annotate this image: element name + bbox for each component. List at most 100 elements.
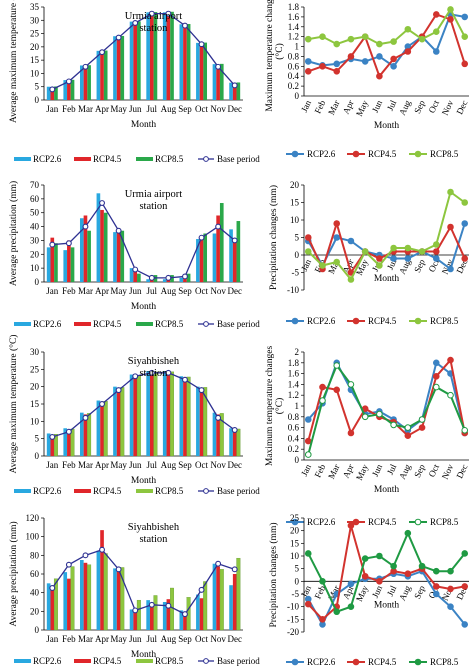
x-tick-label: Jul bbox=[385, 462, 399, 476]
legend-marker-rcp45 bbox=[352, 150, 360, 158]
x-tick-label: Sep bbox=[412, 257, 427, 274]
point-rcp85-jan bbox=[304, 35, 312, 43]
point-rcp45-feb bbox=[319, 63, 326, 70]
y-tick-label: 5 bbox=[35, 434, 40, 444]
y-tick-label: 10 bbox=[30, 416, 40, 426]
bar-rcp26-may bbox=[113, 36, 117, 100]
bar-rcp26-apr bbox=[96, 550, 101, 630]
base-period-point-apr bbox=[99, 546, 105, 553]
point-rcp26-dec bbox=[461, 621, 469, 628]
x-tick-label: Oct bbox=[195, 286, 208, 296]
x-axis-label: Month bbox=[131, 120, 157, 130]
base-period-point-mar bbox=[82, 63, 89, 70]
base-period-line bbox=[52, 12, 236, 90]
base-period-point-mar bbox=[82, 414, 89, 421]
bar-rcp85-dec bbox=[236, 82, 241, 100]
point-rcp85-aug bbox=[404, 25, 412, 33]
bar-rcp26-jul bbox=[146, 600, 150, 630]
base-period-point-jul bbox=[148, 601, 155, 608]
point-rcp45-jun bbox=[376, 255, 383, 262]
legend: RCP2.6 RCP4.5 RCP8.5 Base period bbox=[14, 154, 260, 164]
x-tick-label: Feb bbox=[62, 634, 76, 644]
point-rcp45-jan bbox=[304, 234, 312, 241]
point-rcp45-nov bbox=[447, 585, 454, 593]
point-rcp85-apr bbox=[347, 276, 355, 283]
bar-rcp85-sep bbox=[186, 24, 191, 100]
point-rcp85-feb bbox=[319, 33, 326, 40]
bar-rcp45-jun bbox=[133, 376, 138, 456]
bar-rcp85-aug bbox=[170, 587, 174, 631]
base-period-point-sep bbox=[182, 611, 188, 618]
bar-rcp26-mar bbox=[79, 218, 84, 282]
legend-swatch-rcp85 bbox=[136, 659, 153, 663]
legend-marker-rcp26 bbox=[291, 317, 299, 325]
point-rcp85-may bbox=[361, 33, 369, 40]
y-axis-label: Average precipitation (mm) bbox=[8, 181, 19, 286]
legend-label: Base period bbox=[217, 486, 260, 496]
x-tick-label: Sep bbox=[178, 634, 192, 644]
chart-title: Urmia airport bbox=[125, 11, 183, 22]
bar-rcp45-feb bbox=[67, 80, 71, 100]
point-rcp85-jul bbox=[390, 562, 397, 570]
x-tick-label: Jun bbox=[129, 104, 142, 114]
x-tick-label: May bbox=[354, 98, 370, 118]
legend-marker-rcp45 bbox=[352, 518, 360, 526]
x-tick-label: Jan bbox=[299, 98, 313, 114]
point-rcp26-jan bbox=[304, 58, 312, 65]
legend-label: RCP2.6 bbox=[307, 316, 336, 326]
x-tick-label: Dec bbox=[454, 99, 469, 116]
y-tick-label: 60 bbox=[30, 194, 40, 204]
point-rcp85-oct bbox=[432, 241, 440, 248]
base-period-point-feb bbox=[65, 78, 72, 85]
bar-rcp26-apr bbox=[96, 50, 101, 100]
x-tick-label: Apr bbox=[95, 104, 109, 114]
bar-rcp45-may bbox=[116, 388, 121, 456]
bar-rcp85-jan bbox=[53, 578, 58, 631]
bar-rcp26-sep bbox=[179, 277, 184, 282]
bar-rcp45-oct bbox=[199, 388, 204, 456]
point-rcp26-nov bbox=[447, 265, 454, 273]
y-tick-label: 5 bbox=[295, 233, 300, 243]
bar-rcp45-jul bbox=[149, 12, 154, 100]
legend-label: RCP2.6 bbox=[307, 657, 336, 667]
bar-rcp85-dec bbox=[236, 557, 241, 631]
y-tick-label: 40 bbox=[30, 588, 40, 598]
base-period-point-may bbox=[115, 566, 122, 573]
series-line-rcp85 bbox=[307, 363, 466, 455]
x-tick-label: Jan bbox=[299, 584, 313, 600]
x-tick-label: Apr bbox=[95, 460, 109, 470]
y-tick-label: 10 bbox=[30, 68, 40, 78]
point-rcp85-dec bbox=[461, 427, 469, 434]
y-tick-label: 20 bbox=[30, 606, 40, 616]
bar-rcp26-dec bbox=[229, 82, 233, 100]
base-period-point-jul bbox=[148, 369, 155, 376]
bar-rcp26-jan bbox=[46, 86, 51, 100]
bar-rcp85-jul bbox=[153, 275, 158, 282]
x-tick-label: Nov bbox=[440, 462, 456, 481]
y-tick-label: 60 bbox=[30, 569, 40, 579]
x-tick-label: Jun bbox=[370, 98, 385, 114]
point-rcp85-apr bbox=[347, 35, 355, 43]
bar-rcp85-sep bbox=[186, 273, 191, 282]
bar-rcp85-sep bbox=[186, 376, 191, 457]
bar-rcp45-may bbox=[116, 229, 121, 282]
bar-rcp26-may bbox=[113, 568, 117, 630]
point-rcp45-nov bbox=[447, 356, 454, 364]
y-tick-label: 1.6 bbox=[288, 369, 300, 379]
legend-marker-rcp85 bbox=[414, 317, 422, 325]
y-tick-label: 10 bbox=[290, 551, 300, 561]
bar-rcp45-nov bbox=[216, 414, 220, 456]
bar-rcp45-dec bbox=[232, 240, 237, 282]
bar-rcp45-aug bbox=[166, 599, 171, 630]
x-tick-label: Jan bbox=[46, 634, 58, 644]
base-period-point-dec bbox=[231, 237, 238, 244]
bar-rcp45-jan bbox=[50, 435, 55, 456]
x-tick-label: Jul bbox=[147, 286, 158, 296]
y-tick-label: -10 bbox=[287, 285, 299, 295]
base-period-point-nov bbox=[215, 223, 222, 230]
y-tick-label: 0 bbox=[35, 277, 40, 287]
bar-rcp85-oct bbox=[203, 387, 208, 457]
legend-swatch-rcp26 bbox=[14, 489, 31, 493]
legend-marker-rcp85 bbox=[414, 518, 422, 526]
legend: RCP2.6 RCP4.5 RCP8.5 Base period bbox=[14, 486, 260, 496]
